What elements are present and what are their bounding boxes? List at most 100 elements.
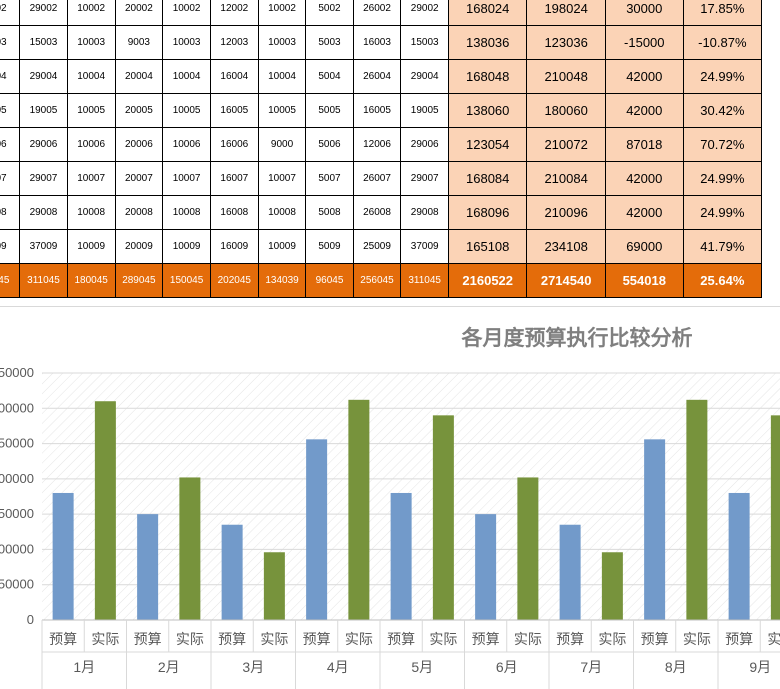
budget-bar[interactable] — [306, 439, 328, 620]
month-label: 3月 — [242, 659, 264, 675]
diff-cell[interactable]: 42000 — [604, 59, 684, 94]
budget-cell[interactable]: 123054 — [447, 127, 528, 162]
budget-bar[interactable] — [221, 524, 243, 620]
table-cell[interactable]: 9003 — [114, 25, 164, 60]
table-cell[interactable]: 10007 — [66, 161, 116, 196]
budget-bar[interactable] — [52, 492, 74, 620]
table-row: 0629006100062000610006160069000500612006… — [0, 127, 763, 162]
table-cell[interactable]: 16006 — [209, 127, 259, 162]
table-cell[interactable]: 256045 — [352, 263, 402, 298]
diff-cell[interactable]: 69000 — [604, 229, 684, 264]
actual-bar[interactable] — [601, 552, 623, 620]
table-cell[interactable]: 311045 — [400, 263, 449, 298]
budget-table: 0229002100022000210002120021000250022600… — [0, 0, 763, 298]
table-cell[interactable]: 5002 — [305, 0, 354, 26]
table-cell[interactable]: 5008 — [305, 195, 354, 230]
actual-cell[interactable]: 210048 — [526, 59, 606, 94]
month-label: 8月 — [665, 659, 687, 675]
table-cell[interactable]: 16005 — [352, 93, 402, 128]
table-cell[interactable]: 134039 — [257, 263, 307, 298]
actual-cell[interactable]: 210084 — [526, 161, 606, 196]
diff-cell[interactable]: 42000 — [604, 161, 684, 196]
sub-category-label: 实际 — [91, 631, 119, 647]
diff-cell[interactable]: 30000 — [604, 0, 684, 26]
budget-bar[interactable] — [137, 514, 159, 620]
diff-cell[interactable]: 554018 — [604, 263, 684, 298]
y-tick-label: 00000 — [0, 541, 34, 556]
table-cell[interactable]: 289045 — [114, 263, 164, 298]
month-label: 6月 — [496, 659, 518, 675]
table-cell[interactable]: 150045 — [162, 263, 211, 298]
actual-cell[interactable]: 123036 — [526, 25, 606, 60]
table-cell[interactable]: 5005 — [305, 93, 354, 128]
actual-cell[interactable]: 234108 — [526, 229, 606, 264]
rate-cell[interactable]: 24.99% — [682, 195, 763, 230]
budget-cell[interactable]: 138060 — [447, 93, 528, 128]
budget-cell[interactable]: 168096 — [447, 195, 528, 230]
table-cell[interactable]: 26004 — [352, 59, 402, 94]
table-cell[interactable]: 19005 — [400, 93, 449, 128]
table-cell[interactable]: 96045 — [305, 263, 354, 298]
actual-bar[interactable] — [517, 477, 539, 620]
diff-cell[interactable]: -15000 — [604, 25, 684, 60]
table-cell[interactable]: 10002 — [66, 0, 116, 26]
budget-cell[interactable]: 168084 — [447, 161, 528, 196]
table-cell[interactable]: 10006 — [162, 127, 211, 162]
table-cell[interactable]: 15003 — [19, 25, 68, 60]
actual-bar[interactable] — [179, 477, 201, 620]
sub-category-label: 预算 — [303, 631, 331, 647]
table-cell[interactable]: 10003 — [162, 25, 211, 60]
budget-bar[interactable] — [644, 439, 666, 620]
budget-cell[interactable]: 168048 — [447, 59, 528, 94]
table-cell[interactable]: 16008 — [209, 195, 259, 230]
table-cell[interactable]: 29004 — [400, 59, 449, 94]
table-cell[interactable]: 5004 — [305, 59, 354, 94]
table-cell[interactable]: 202045 — [209, 263, 259, 298]
actual-cell[interactable]: 2714540 — [526, 263, 606, 298]
table-cell[interactable]: 045 — [0, 263, 21, 298]
diff-cell[interactable]: 87018 — [604, 127, 684, 162]
table-cell[interactable]: 16003 — [352, 25, 402, 60]
table-cell[interactable]: 10008 — [257, 195, 307, 230]
budget-cell[interactable]: 165108 — [447, 229, 528, 264]
table-cell[interactable]: 29002 — [19, 0, 68, 26]
actual-cell[interactable]: 198024 — [526, 0, 606, 26]
table-cell[interactable]: 29007 — [400, 161, 449, 196]
budget-bar[interactable] — [559, 524, 581, 620]
table-cell[interactable]: 10004 — [66, 59, 116, 94]
rate-cell[interactable]: 24.99% — [682, 161, 763, 196]
actual-bar[interactable] — [263, 552, 285, 620]
table-row: 0937009100092000910009160091000950092500… — [0, 229, 763, 264]
table-cell[interactable]: 10009 — [162, 229, 211, 264]
rate-cell[interactable]: 30.42% — [682, 93, 763, 128]
budget-cell[interactable]: 138036 — [447, 25, 528, 60]
rate-cell[interactable]: 24.99% — [682, 59, 763, 94]
table-cell[interactable]: 311045 — [19, 263, 68, 298]
actual-bar[interactable] — [686, 399, 708, 620]
budget-bar[interactable] — [475, 514, 497, 620]
actual-bar[interactable] — [770, 415, 780, 620]
table-cell[interactable]: 29004 — [19, 59, 68, 94]
table-cell[interactable]: 12006 — [352, 127, 402, 162]
rate-cell[interactable]: 25.64% — [682, 263, 763, 298]
actual-bar[interactable] — [348, 399, 370, 620]
rate-cell[interactable]: -10.87% — [682, 25, 763, 60]
table-cell[interactable]: 20007 — [114, 161, 164, 196]
table-cell[interactable]: 5009 — [305, 229, 354, 264]
budget-bar[interactable] — [390, 492, 412, 620]
table-cell[interactable]: 10003 — [66, 25, 116, 60]
month-label: 5月 — [411, 659, 433, 675]
table-cell[interactable]: 20004 — [114, 59, 164, 94]
table-cell[interactable]: 10006 — [66, 127, 116, 162]
diff-cell[interactable]: 42000 — [604, 195, 684, 230]
y-tick-label: 50000 — [0, 436, 34, 451]
budget-bar[interactable] — [728, 492, 750, 620]
actual-cell[interactable]: 210072 — [526, 127, 606, 162]
table-cell[interactable]: 20008 — [114, 195, 164, 230]
table-cell[interactable]: 180045 — [66, 263, 116, 298]
actual-bar[interactable] — [432, 415, 454, 620]
actual-cell[interactable]: 210096 — [526, 195, 606, 230]
actual-bar[interactable] — [94, 401, 116, 620]
table-cell[interactable]: 12003 — [209, 25, 259, 60]
table-row: 0315003100039003100031200310003500316003… — [0, 25, 763, 60]
